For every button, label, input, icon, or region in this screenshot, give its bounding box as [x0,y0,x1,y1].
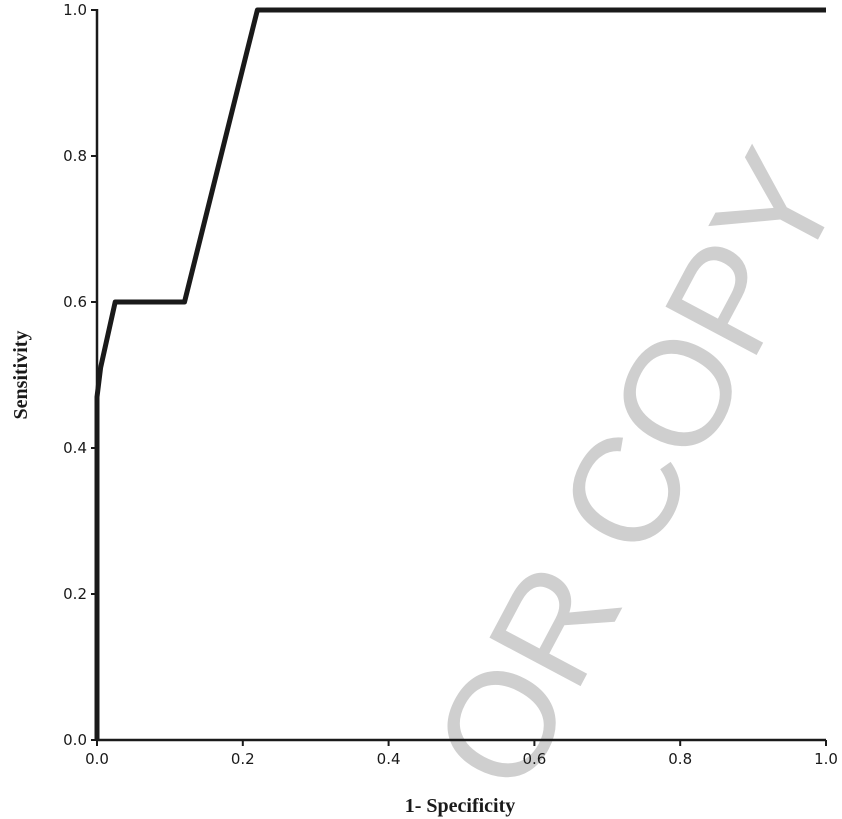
y-tick-label: 0.0 [63,731,87,749]
x-tick-label: 0.4 [377,750,401,768]
plot-area: 0.0 0.2 0.4 0.6 0.8 1.0 0.0 0.2 0.4 0.6 0.8 1.0 [63,1,838,768]
y-tick-label: 1.0 [63,1,87,19]
x-tick-label: 1.0 [814,750,838,768]
x-tick-label: 0.2 [231,750,255,768]
roc-curve-line [94,7,826,740]
watermark-text: OR COPY [400,125,842,815]
y-tick-label: 0.6 [63,293,87,311]
y-axis-title: Sensitivity [10,331,32,420]
y-tick-label: 0.8 [63,147,87,165]
x-axis-title: 1- Specificity [405,795,516,817]
x-tick-label: 0.6 [522,750,546,768]
x-tick-label: 0.8 [668,750,692,768]
x-tick-label: 0.0 [85,750,109,768]
y-tick-label: 0.4 [63,439,87,457]
y-tick-label: 0.2 [63,585,87,603]
